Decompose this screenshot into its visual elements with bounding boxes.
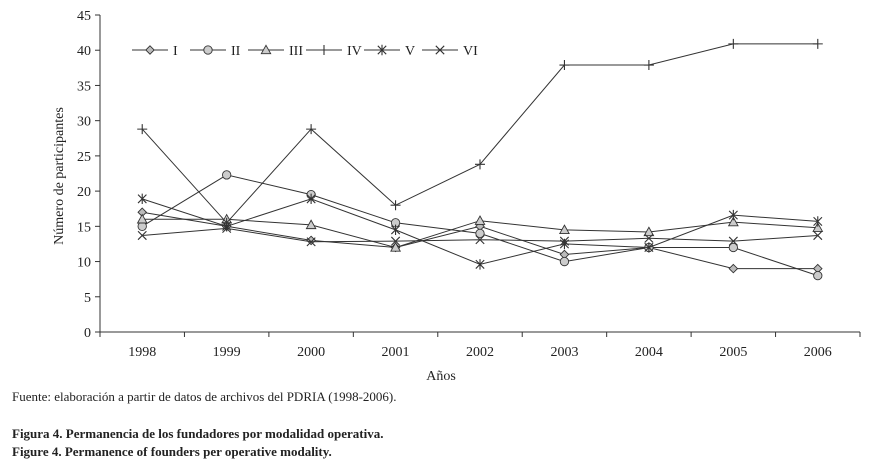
- data-point: [559, 60, 570, 71]
- data-point: [390, 236, 401, 246]
- x-tick-label: 2001: [382, 345, 410, 360]
- data-point: [728, 242, 738, 253]
- data-point: [390, 200, 401, 211]
- data-point: [559, 236, 570, 246]
- legend-marker: [260, 44, 272, 55]
- data-point: [475, 228, 485, 239]
- data-point: [643, 226, 655, 237]
- y-tick-label: 30: [77, 115, 91, 130]
- y-tick-label: 35: [77, 79, 91, 94]
- data-point: [644, 233, 654, 243]
- x-axis-label: Años: [426, 369, 456, 384]
- x-tick-label: 2005: [719, 345, 747, 360]
- y-tick-label: 10: [77, 256, 91, 271]
- legend-item-iv: IV: [306, 44, 362, 59]
- data-point: [728, 236, 738, 246]
- data-point: [813, 216, 823, 227]
- data-point: [728, 263, 739, 274]
- chart-axes: 0 5 10 15 20 25 30 35 40 45 1998 1999 2000 2001 2002 20…: [77, 9, 861, 360]
- data-point: [728, 38, 739, 49]
- series-line: [141, 43, 818, 224]
- legend-marker: [435, 45, 445, 55]
- chart-series: [136, 38, 824, 281]
- x-tick-label: 1998: [128, 345, 156, 360]
- data-point: [728, 209, 738, 221]
- figure-caption-spanish: Figura 4. Permanencia de los fundadores …: [12, 426, 384, 441]
- x-tick-label: 1999: [213, 345, 241, 360]
- y-tick-label: 5: [84, 291, 91, 306]
- data-point: [306, 193, 316, 205]
- series-iv: [137, 38, 823, 228]
- legend-marker: [203, 45, 213, 55]
- y-tick-label: 25: [77, 150, 91, 165]
- data-point: [137, 193, 147, 205]
- x-tick-label: 2000: [297, 345, 325, 360]
- legend-item-v: V: [364, 44, 415, 59]
- data-point: [474, 215, 486, 225]
- chart-legend: I II III IV V VI: [132, 44, 478, 59]
- legend-item-vi: VI: [422, 44, 478, 59]
- legend-marker: [377, 44, 387, 56]
- data-point: [137, 230, 147, 241]
- data-point: [813, 270, 823, 281]
- y-tick-label: 45: [77, 9, 91, 24]
- legend-label: VI: [463, 44, 478, 59]
- data-point: [136, 213, 148, 224]
- y-tick-label: 20: [77, 185, 91, 200]
- data-point: [305, 219, 317, 230]
- legend-item-i: I: [132, 44, 178, 59]
- legend-item-ii: II: [190, 44, 241, 59]
- data-point: [222, 223, 232, 234]
- data-point: [727, 216, 739, 227]
- data-point: [559, 256, 570, 267]
- data-point: [475, 235, 485, 245]
- legend-marker: [319, 45, 329, 55]
- data-point: [390, 224, 401, 236]
- data-point: [475, 159, 485, 170]
- data-point: [390, 241, 402, 252]
- data-point: [558, 224, 570, 235]
- data-point: [813, 230, 823, 241]
- x-tick-label: 2002: [466, 345, 494, 360]
- data-point: [812, 38, 823, 49]
- legend-label: I: [173, 44, 178, 59]
- x-tick-label: 2004: [635, 345, 663, 360]
- data-point: [812, 222, 824, 232]
- figure-caption-english: Figure 4. Permanence of founders per ope…: [12, 444, 332, 459]
- data-point: [644, 242, 654, 253]
- x-tick-label: 2003: [550, 345, 578, 360]
- series-vi: [137, 223, 823, 247]
- legend-label: IV: [347, 44, 362, 59]
- data-point: [306, 235, 316, 246]
- legend-label: II: [231, 44, 241, 59]
- data-point: [306, 237, 316, 247]
- legend-item-iii: III: [248, 44, 303, 59]
- data-point: [643, 60, 654, 71]
- legend-label: V: [405, 44, 415, 59]
- data-point: [222, 170, 232, 180]
- y-axis-label: Número de participantes: [52, 107, 67, 245]
- legend-label: III: [289, 44, 303, 59]
- x-tick-label: 2006: [804, 345, 832, 360]
- data-point: [475, 259, 485, 270]
- y-tick-label: 0: [84, 326, 91, 341]
- data-point: [137, 124, 148, 135]
- legend-marker: [145, 45, 155, 55]
- source-note: Fuente: elaboración a partir de datos de…: [12, 389, 397, 404]
- y-tick-label: 15: [77, 220, 91, 235]
- y-tick-label: 40: [77, 44, 91, 59]
- data-point: [306, 124, 317, 135]
